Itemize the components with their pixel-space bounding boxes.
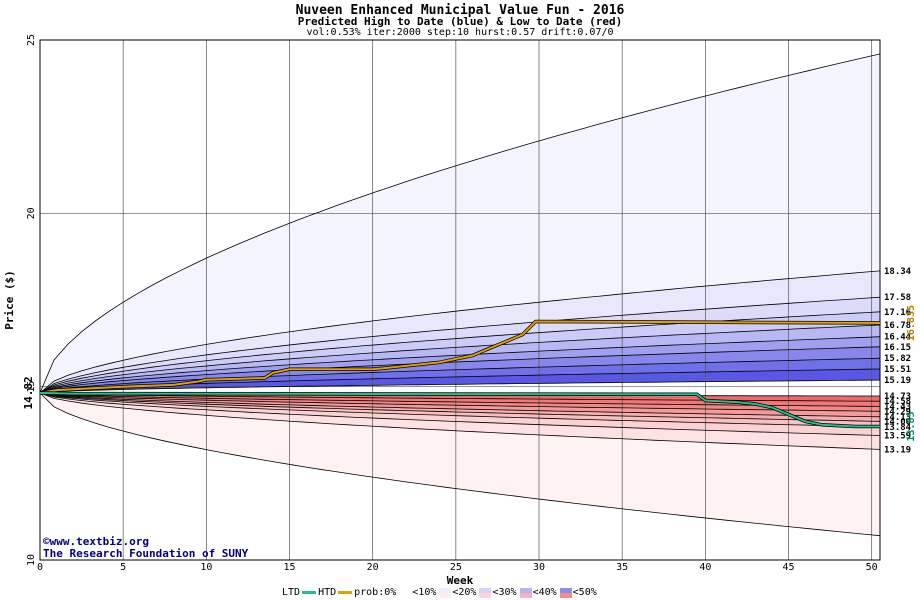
legend-b30: <30% — [492, 587, 517, 598]
y-tick-label-0: 10 — [26, 554, 37, 566]
band-line-13 — [39, 392, 881, 407]
y-axis-label: Price ($) — [3, 270, 16, 330]
low-band-1 — [40, 392, 880, 450]
y-tick-label-2: 20 — [26, 207, 37, 219]
low-level-label-5: 14.00 — [884, 417, 911, 427]
band-line-18 — [39, 392, 881, 436]
low-band-0 — [40, 392, 880, 536]
high-level-label-1: 17.58 — [884, 293, 911, 303]
high-band-1 — [40, 270, 880, 393]
chart-params: vol:0.53% iter:2000 step:10 hurst:0.57 d… — [306, 27, 614, 38]
band-line-4 — [39, 311, 881, 394]
high-level-label-2: 17.16 — [884, 308, 911, 318]
x-tick-label-0: 0 — [37, 562, 43, 573]
band-line-16 — [39, 392, 881, 422]
x-tick-label-4: 20 — [367, 562, 379, 573]
band-line-5 — [39, 324, 881, 394]
high-level-label-7: 15.51 — [884, 365, 911, 375]
legend-ltd-swatch — [302, 591, 317, 594]
low-band-5 — [40, 392, 880, 417]
legend-swatch-10 — [439, 587, 452, 598]
high-level-label-4: 16.44 — [884, 333, 912, 343]
band-line-19 — [39, 392, 881, 450]
high-level-label-6: 15.82 — [884, 354, 911, 364]
htd-line — [39, 320, 881, 394]
high-level-label-0: 18.34 — [884, 267, 912, 277]
legend: LTD HTD prob:0% <10% <20% <30% <40% <50% — [282, 587, 597, 598]
low-band-4 — [40, 392, 880, 422]
legend-ltd: LTD — [282, 587, 301, 598]
high-band-0 — [40, 53, 880, 393]
x-tick-label-3: 15 — [283, 562, 295, 573]
htd-end-label: 16.835 — [906, 305, 917, 341]
legend-htd-swatch — [338, 591, 353, 594]
low-band-7 — [40, 392, 880, 407]
legend-b50: <50% — [572, 587, 597, 598]
copyright-icon: © — [43, 535, 50, 548]
legend-b40: <40% — [532, 587, 557, 598]
legend-b10: <10% — [412, 587, 437, 598]
watermark-url: ©www.textbiz.org — [43, 535, 149, 548]
legend-swatch-30 — [519, 587, 532, 598]
band-line-7 — [39, 346, 881, 394]
band-line-6 — [39, 336, 881, 394]
low-level-label-7: 13.59 — [884, 432, 911, 442]
chart-subtitle: Predicted High to Date (blue) & Low to D… — [297, 15, 623, 28]
watermark-url-text: www.textbiz.org — [49, 535, 149, 548]
band-line-17 — [39, 392, 881, 428]
x-tick-label-5: 25 — [450, 562, 462, 573]
low-band-2 — [40, 392, 880, 436]
high-level-label-8: 15.19 — [884, 376, 911, 386]
plot-frame — [39, 39, 881, 561]
band-line-14 — [39, 392, 881, 412]
legend-b20: <20% — [452, 587, 477, 598]
high-band-5 — [40, 336, 880, 393]
legend-swatch-0 — [399, 587, 412, 598]
chart-title: Nuveen Enhanced Municipal Value Fun - 20… — [295, 3, 625, 18]
x-axis-label: Week — [447, 574, 474, 587]
x-tick-label-8: 40 — [699, 562, 711, 573]
x-tick-label-2: 10 — [200, 562, 212, 573]
band-line-10 — [39, 379, 881, 394]
x-tick-label-1: 5 — [120, 562, 126, 573]
low-level-label-0: 14.73 — [884, 392, 911, 402]
low-level-label-2: 14.43 — [884, 402, 911, 412]
x-tick-label-9: 45 — [782, 562, 794, 573]
start-price-label: 14.82 — [22, 376, 35, 409]
low-level-label-3: 14.29 — [884, 407, 911, 417]
low-level-label-4: 14.13 — [884, 413, 911, 423]
legend-prob: prob:0% — [354, 587, 397, 598]
band-line-3 — [39, 296, 881, 394]
band-line-8 — [39, 357, 881, 394]
band-line-2 — [39, 270, 881, 394]
high-band-3 — [40, 311, 880, 393]
x-tick-label-7: 35 — [616, 562, 628, 573]
low-level-label-1: 14.58 — [884, 397, 911, 407]
band-line-12 — [39, 392, 881, 402]
band-line-1 — [39, 392, 881, 537]
high-band-4 — [40, 325, 880, 393]
low-band-3 — [40, 392, 880, 427]
center-band — [40, 380, 880, 396]
y-tick-label-1: 15 — [26, 381, 37, 393]
ltd-end-label: 13.85 — [906, 411, 917, 441]
x-tick-label-10: 50 — [866, 562, 878, 573]
low-level-label-8: 13.19 — [884, 445, 911, 455]
band-line-0 — [39, 53, 881, 394]
watermark-org: The Research Foundation of SUNY — [43, 547, 249, 560]
high-level-label-5: 16.15 — [884, 343, 911, 353]
high-level-label-3: 16.78 — [884, 321, 911, 331]
high-band-7 — [40, 358, 880, 393]
legend-swatch-40 — [559, 587, 572, 598]
legend-swatch-20 — [479, 587, 492, 598]
legend-htd: HTD — [318, 587, 337, 598]
high-band-6 — [40, 346, 880, 393]
band-line-15 — [39, 392, 881, 418]
low-level-label-6: 13.84 — [884, 423, 912, 433]
ltd-line — [39, 391, 880, 428]
y-tick-label-3: 25 — [26, 34, 37, 46]
x-tick-label-6: 30 — [533, 562, 545, 573]
